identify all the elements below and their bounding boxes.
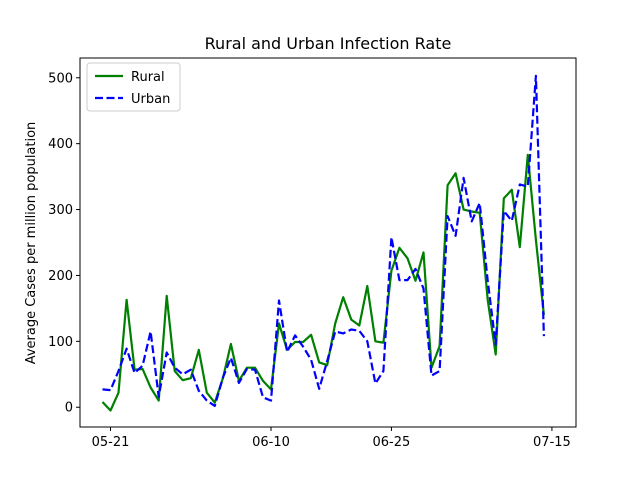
legend-label-rural: Rural xyxy=(131,70,165,85)
legend-label-urban: Urban xyxy=(131,92,170,107)
plot-lines xyxy=(101,74,545,412)
plot-frame xyxy=(79,57,577,428)
y-tick-label: 400 xyxy=(48,137,73,152)
x-tick-label: 06-10 xyxy=(252,435,290,450)
series-line-urban xyxy=(102,74,545,407)
legend: Rural Urban xyxy=(86,62,181,112)
y-axis-ticks: 0 100 200 300 400 500 xyxy=(48,71,80,416)
y-tick-label: 500 xyxy=(48,71,73,86)
x-axis-ticks: 05-21 06-10 06-25 07-15 xyxy=(92,427,571,450)
y-tick-label: 300 xyxy=(48,203,73,218)
x-tick-label: 07-15 xyxy=(533,435,571,450)
y-axis-label: Average Cases per million population xyxy=(24,122,39,365)
y-tick-label: 0 xyxy=(65,401,73,416)
x-tick-label: 06-25 xyxy=(373,435,411,450)
y-tick-label: 200 xyxy=(48,269,73,284)
x-tick-label: 05-21 xyxy=(92,435,130,450)
chart-title: Rural and Urban Infection Rate xyxy=(205,34,452,53)
y-tick-label: 100 xyxy=(48,335,73,350)
